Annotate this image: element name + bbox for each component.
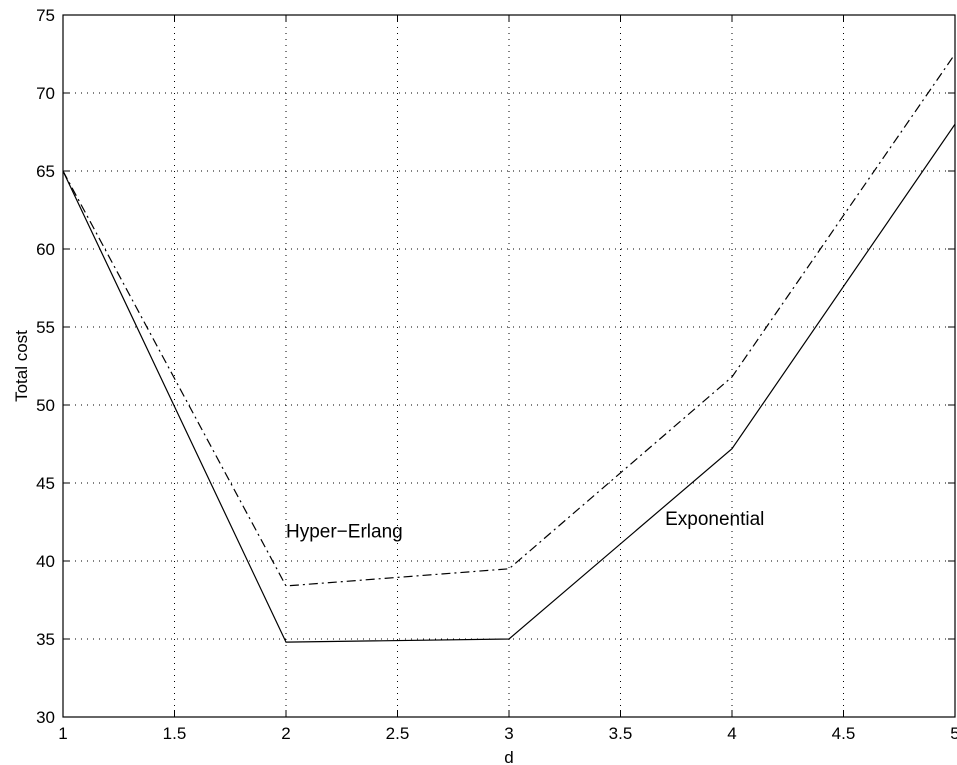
plot-area-frame bbox=[62, 14, 956, 718]
y-tick-label: 50 bbox=[36, 396, 55, 415]
x-axis-label: d bbox=[504, 748, 513, 765]
x-tick-label: 2.5 bbox=[386, 724, 410, 743]
annotations: Hyper−Erlang Exponential bbox=[286, 509, 764, 542]
x-tick-label: 4 bbox=[727, 724, 736, 743]
annotation-exp-label: Exponential bbox=[665, 509, 764, 530]
data-point-exponential bbox=[507, 637, 511, 641]
data-point-exponential bbox=[284, 640, 288, 644]
x-tick-label: 2 bbox=[281, 724, 290, 743]
y-tick-label: 30 bbox=[36, 708, 55, 727]
y-tick-label: 70 bbox=[36, 84, 55, 103]
series-line-hyper bbox=[62, 53, 956, 587]
tick-labels: 1 1.5 2 2.5 3 3.5 4 4.5 5 30 35 40 45 50 55 60 65 70 75 bbox=[36, 6, 957, 743]
x-tick-label: 1.5 bbox=[163, 724, 187, 743]
y-tick-label: 40 bbox=[36, 552, 55, 571]
series-layer bbox=[62, 53, 956, 644]
x-tick-label: 1 bbox=[58, 724, 67, 743]
data-point-exponential bbox=[730, 447, 734, 451]
y-tick-label: 55 bbox=[36, 318, 55, 337]
y-tick-label: 35 bbox=[36, 630, 55, 649]
x-tick-label: 4.5 bbox=[832, 724, 856, 743]
y-tick-label: 65 bbox=[36, 162, 55, 181]
data-point-hyper bbox=[730, 375, 734, 379]
y-tick-label: 45 bbox=[36, 474, 55, 493]
grid bbox=[63, 15, 955, 717]
x-tick-label: 3.5 bbox=[609, 724, 633, 743]
y-tick-label: 75 bbox=[36, 6, 55, 25]
data-point-hyper bbox=[284, 584, 288, 588]
y-axis-label: Total cost bbox=[12, 330, 31, 402]
annotation-hyper-label: Hyper−Erlang bbox=[286, 522, 403, 543]
x-tick-label: 5 bbox=[950, 724, 957, 743]
series-line-exponential bbox=[62, 123, 956, 643]
ticks bbox=[62, 14, 956, 718]
data-point-hyper bbox=[507, 567, 511, 571]
x-tick-label: 3 bbox=[504, 724, 513, 743]
y-tick-label: 60 bbox=[36, 240, 55, 259]
